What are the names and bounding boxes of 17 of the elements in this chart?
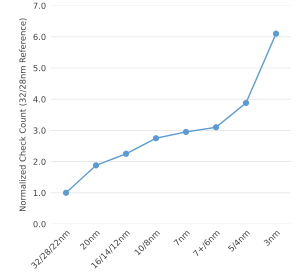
y-tick-label: 5.0 [34,64,46,72]
y-tick-label: 2.0 [33,158,46,165]
point [242,100,250,106]
point [92,162,100,168]
point [152,135,160,142]
y-tick-label: 6.0 [33,34,46,40]
y-tick-label: 1.0 [34,190,46,196]
y-tick-label: 0.0 [33,220,46,228]
y-tick-label: 3.0 [34,127,46,134]
y-axis-title: Normalized Check Count (32/28nm Reference) [19,18,27,212]
point [272,30,280,37]
point [212,124,220,130]
point [122,150,130,157]
y-tick-label: 7.0 [34,2,46,9]
point [62,190,70,196]
point [182,128,190,136]
y-tick-label: 4.0 [33,96,46,102]
